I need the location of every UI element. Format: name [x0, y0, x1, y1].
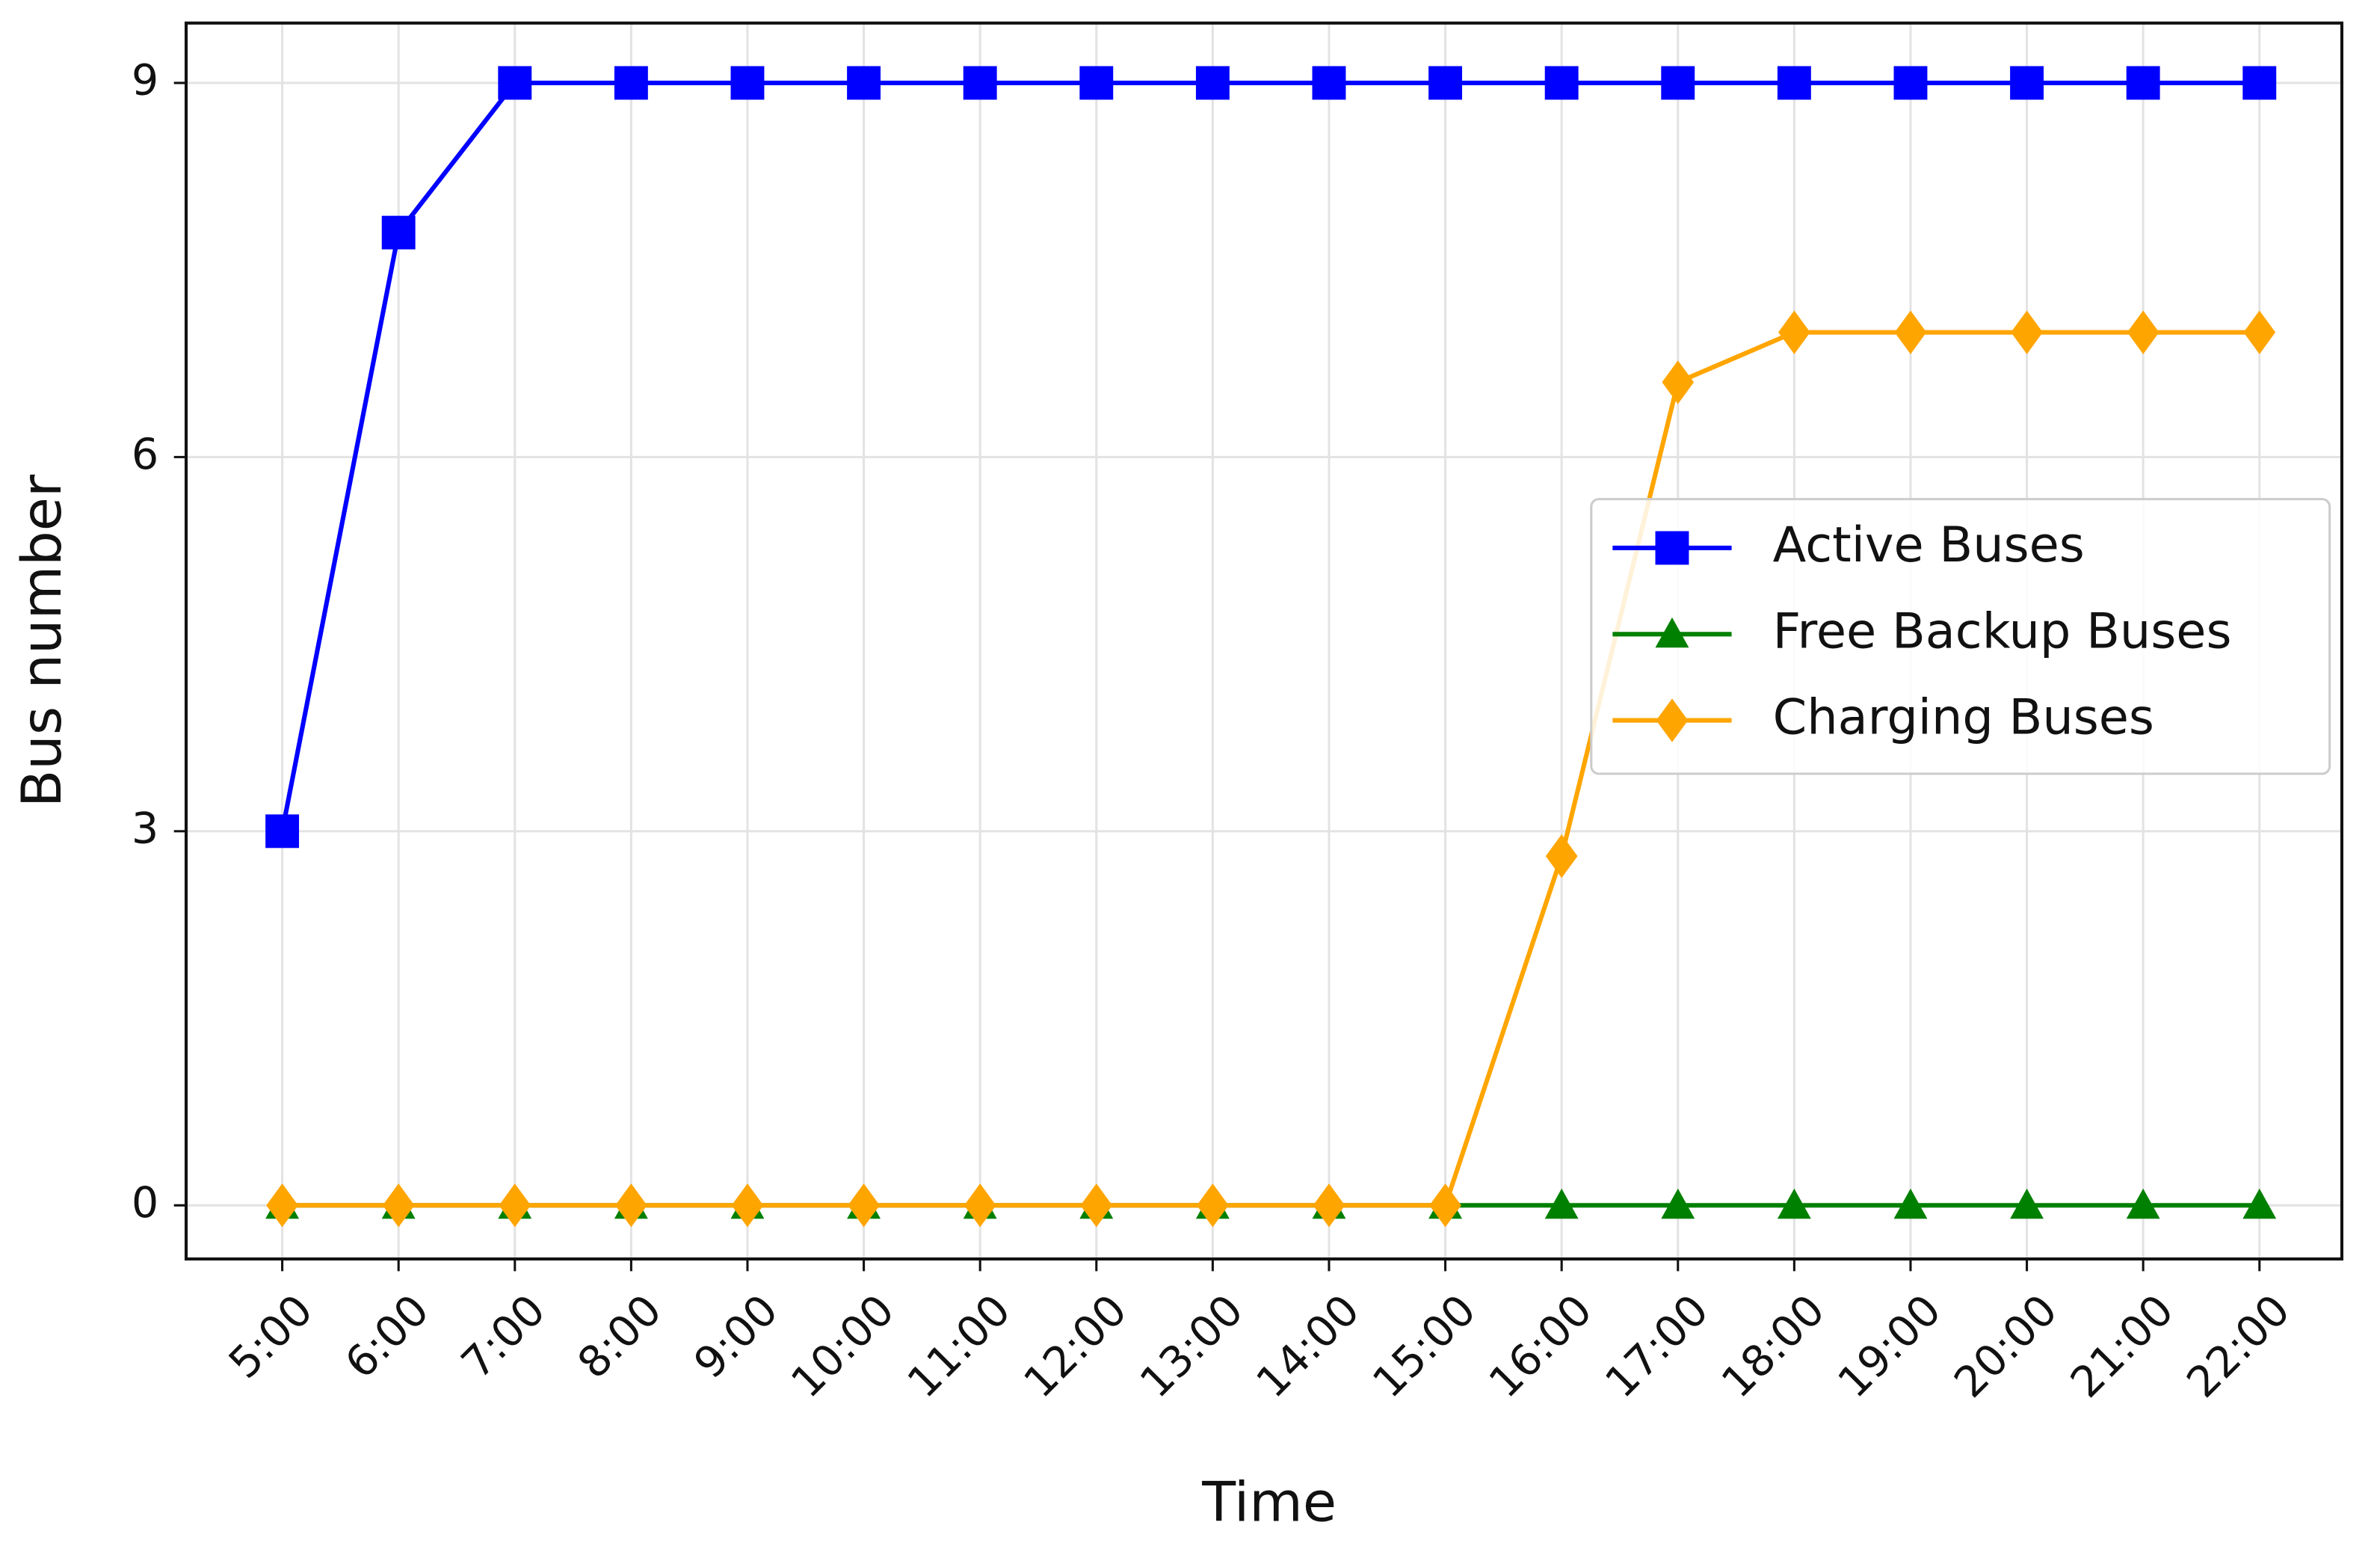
marker — [1079, 66, 1114, 100]
marker — [1893, 1188, 1928, 1219]
marker — [1195, 66, 1230, 100]
marker — [382, 1183, 415, 1228]
legend-label: Active Buses — [1773, 517, 2085, 573]
marker — [265, 814, 300, 849]
marker — [1777, 66, 1811, 100]
marker — [1661, 1188, 1695, 1219]
x-tick-label: 6:00 — [336, 1286, 438, 1388]
y-axis-label: Bus number — [10, 474, 74, 807]
marker — [1893, 66, 1928, 100]
x-tick-label: 18:00 — [1712, 1286, 1834, 1408]
marker — [1778, 310, 1810, 354]
x-axis-label: Time — [1201, 1471, 1337, 1535]
x-tick-label: 14:00 — [1247, 1286, 1369, 1408]
marker — [1894, 310, 1927, 354]
x-tick-label: 16:00 — [1480, 1286, 1602, 1408]
marker — [498, 66, 532, 100]
marker — [1544, 66, 1579, 100]
marker — [2242, 1188, 2277, 1219]
marker — [2010, 1188, 2044, 1219]
y-tick-label: 6 — [132, 430, 158, 479]
marker — [1197, 1183, 1229, 1228]
marker — [1080, 1183, 1113, 1228]
x-tick-label: 8:00 — [569, 1286, 671, 1388]
marker — [1544, 1188, 1579, 1219]
marker — [1313, 1183, 1345, 1228]
x-tick-label: 9:00 — [685, 1286, 787, 1388]
x-tick-label: 11:00 — [898, 1286, 1020, 1408]
marker — [1661, 66, 1695, 100]
marker — [731, 1183, 764, 1228]
plot-frame — [184, 21, 2344, 1261]
marker — [2010, 66, 2044, 100]
x-tick-label: 10:00 — [782, 1286, 904, 1408]
x-tick-label: 13:00 — [1131, 1286, 1253, 1408]
marker — [1428, 66, 1463, 100]
legend: Active Buses Free Backup Buses Charging Bu… — [1590, 498, 2331, 775]
marker — [381, 215, 416, 250]
marker — [964, 1183, 996, 1228]
marker — [499, 1183, 531, 1228]
marker — [1429, 1183, 1461, 1228]
series-line — [282, 330, 2260, 1208]
marker — [2242, 66, 2277, 100]
marker — [1656, 698, 1689, 742]
y-tick-label: 9 — [132, 56, 158, 105]
marker — [2011, 310, 2043, 354]
marker — [615, 1183, 647, 1228]
x-tick-label: 7:00 — [452, 1286, 555, 1388]
marker — [1655, 531, 1689, 565]
marker — [614, 66, 648, 100]
marker — [1545, 834, 1578, 878]
series-line — [280, 80, 2260, 832]
x-tick-label: 21:00 — [2062, 1286, 2183, 1408]
marker — [1312, 66, 1346, 100]
marker — [2243, 310, 2276, 354]
marker — [2126, 1188, 2160, 1219]
legend-label: Free Backup Buses — [1773, 603, 2232, 659]
marker — [2126, 66, 2160, 100]
marker — [2127, 310, 2159, 354]
x-tick-label: 20:00 — [1945, 1286, 2067, 1408]
marker — [266, 1183, 298, 1228]
marker — [1655, 617, 1689, 648]
legend-box — [1590, 498, 2331, 775]
x-tick-label: 12:00 — [1014, 1286, 1136, 1408]
marker — [848, 1183, 880, 1228]
y-tick-label: 0 — [132, 1178, 158, 1228]
marker — [963, 66, 997, 100]
x-tick-label: 19:00 — [1828, 1286, 1950, 1408]
x-tick-label: 17:00 — [1596, 1286, 1718, 1408]
marker — [1662, 360, 1695, 404]
x-tick-label: 5:00 — [220, 1286, 322, 1388]
marker — [847, 66, 881, 100]
legend-label: Charging Buses — [1773, 689, 2154, 746]
x-tick-label: 22:00 — [2177, 1286, 2299, 1408]
marker — [730, 66, 765, 100]
x-tick-label: 15:00 — [1363, 1286, 1485, 1408]
marker — [1777, 1188, 1811, 1219]
y-tick-label: 3 — [132, 804, 158, 853]
